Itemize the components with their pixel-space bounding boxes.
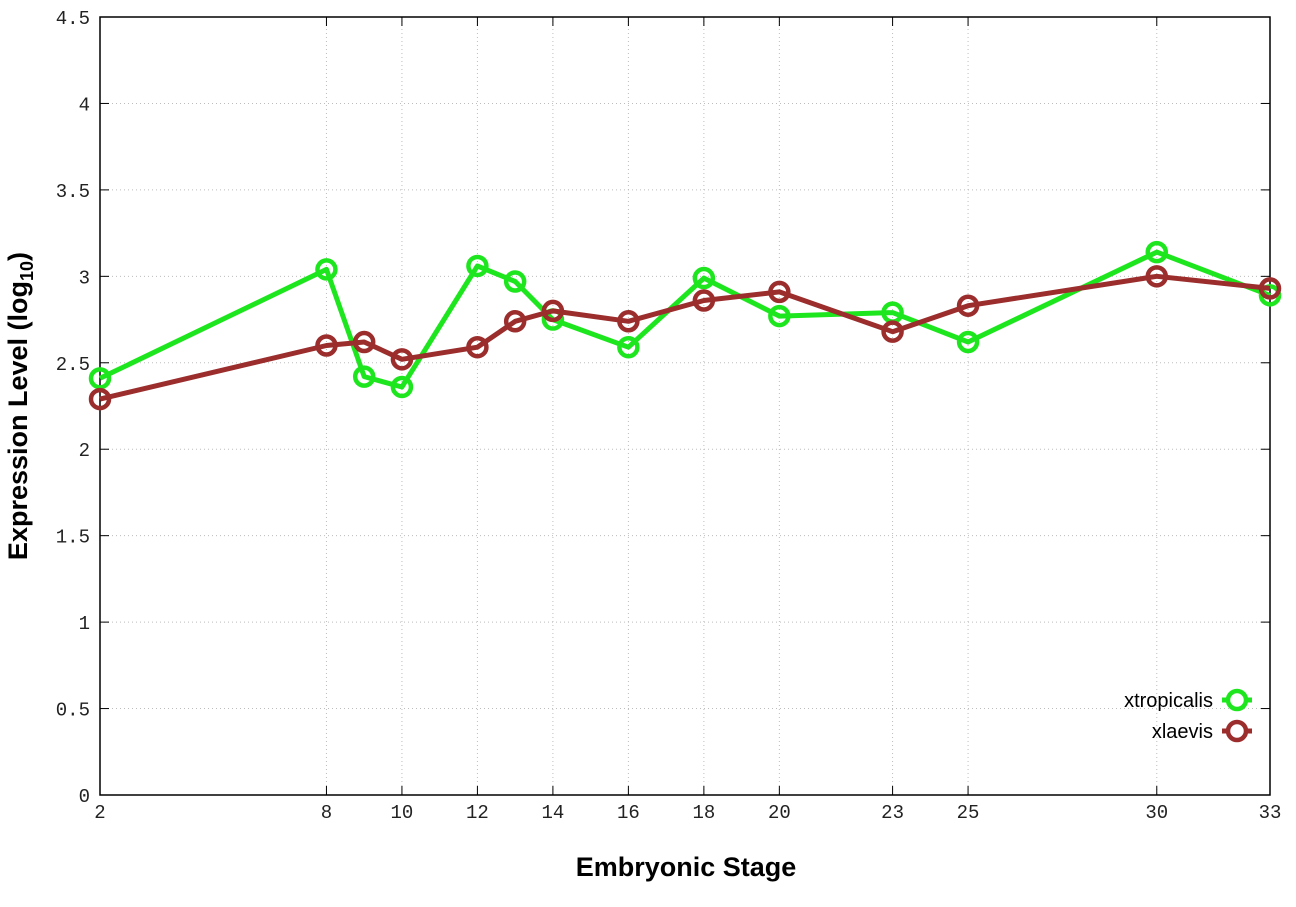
axis-ticks: 0 0.5 1 1.5 2 2.5 3 3.5 4 4.5 2 8 10 12 14 16 18 20 23 25 30… [56, 8, 1282, 824]
legend-label-xlaevis: xlaevis [1152, 721, 1213, 743]
legend-marker-xtropicalis [1225, 688, 1249, 712]
series-xlaevis-point [956, 294, 980, 317]
y-tick-label: 0 [79, 786, 90, 808]
y-tick-label: 1 [79, 613, 90, 635]
series-xlaevis-point [1258, 277, 1282, 300]
series-xlaevis-point [466, 335, 489, 359]
y-tick-label: 0.5 [56, 700, 90, 722]
series-xlaevis-point [315, 334, 338, 357]
x-tick-label: 18 [692, 802, 715, 824]
series-xtropicalis-point [956, 330, 980, 354]
series-xlaevis-point [88, 387, 112, 411]
series-xlaevis-point [768, 280, 791, 304]
y-axis-title-main: Expression Level (log [3, 281, 33, 560]
legend-label-xtropicalis: xtropicalis [1124, 690, 1213, 712]
grid-lines [100, 17, 1270, 795]
series-xtropicalis-point [466, 254, 489, 278]
series-xlaevis-point [881, 320, 904, 343]
series-xtropicalis-line [98, 249, 1271, 390]
y-tick-label: 4 [79, 94, 90, 116]
series-xtropicalis-point [1145, 240, 1169, 264]
y-tick-label: 2 [79, 440, 90, 462]
x-axis-title: Embryonic Stage [576, 852, 797, 882]
series-lines [88, 240, 1282, 411]
x-tick-label: 25 [957, 802, 980, 824]
legend: xtropicalis xlaevis [1124, 688, 1252, 743]
x-tick-label: 10 [391, 802, 414, 824]
x-tick-label: 20 [768, 802, 791, 824]
series-xtropicalis-point [88, 367, 112, 390]
series-xlaevis-point [1145, 265, 1169, 288]
y-axis-title-subscript: 10 [17, 261, 37, 281]
y-axis-title: Expression Level (log10) [3, 252, 37, 560]
y-tick-label: 4.5 [56, 8, 90, 30]
x-tick-label: 8 [321, 802, 332, 824]
x-tick-label: 23 [881, 802, 904, 824]
y-tick-label: 3 [79, 267, 90, 289]
x-tick-label: 30 [1145, 802, 1168, 824]
x-tick-label: 16 [617, 802, 640, 824]
legend-marker-xlaevis [1225, 719, 1249, 743]
y-axis-title-close: ) [3, 252, 33, 261]
x-tick-label: 33 [1259, 802, 1282, 824]
series-xtropicalis-point [503, 270, 527, 293]
series-xlaevis-point [503, 310, 527, 333]
series-xlaevis-point [352, 330, 376, 354]
y-tick-label: 3.5 [56, 181, 90, 203]
series-xtropicalis-point [315, 258, 338, 281]
x-tick-label: 12 [466, 802, 489, 824]
series-xlaevis-point [617, 310, 640, 333]
series-xtropicalis-point [390, 375, 414, 399]
series-xtropicalis-point [692, 266, 716, 290]
x-tick-label: 14 [541, 802, 564, 824]
series-xtropicalis-point [768, 304, 791, 328]
y-tick-label: 1.5 [56, 527, 90, 549]
y-tick-label: 2.5 [56, 354, 90, 376]
series-xlaevis-point [390, 348, 414, 371]
series-xlaevis-point [541, 299, 565, 323]
series-xtropicalis-point [617, 335, 640, 359]
x-tick-label: 2 [94, 802, 105, 824]
series-xlaevis-point [692, 289, 716, 312]
series-xtropicalis-point [352, 365, 376, 388]
plot-frame [99, 16, 1271, 796]
plot-border [99, 16, 1271, 796]
